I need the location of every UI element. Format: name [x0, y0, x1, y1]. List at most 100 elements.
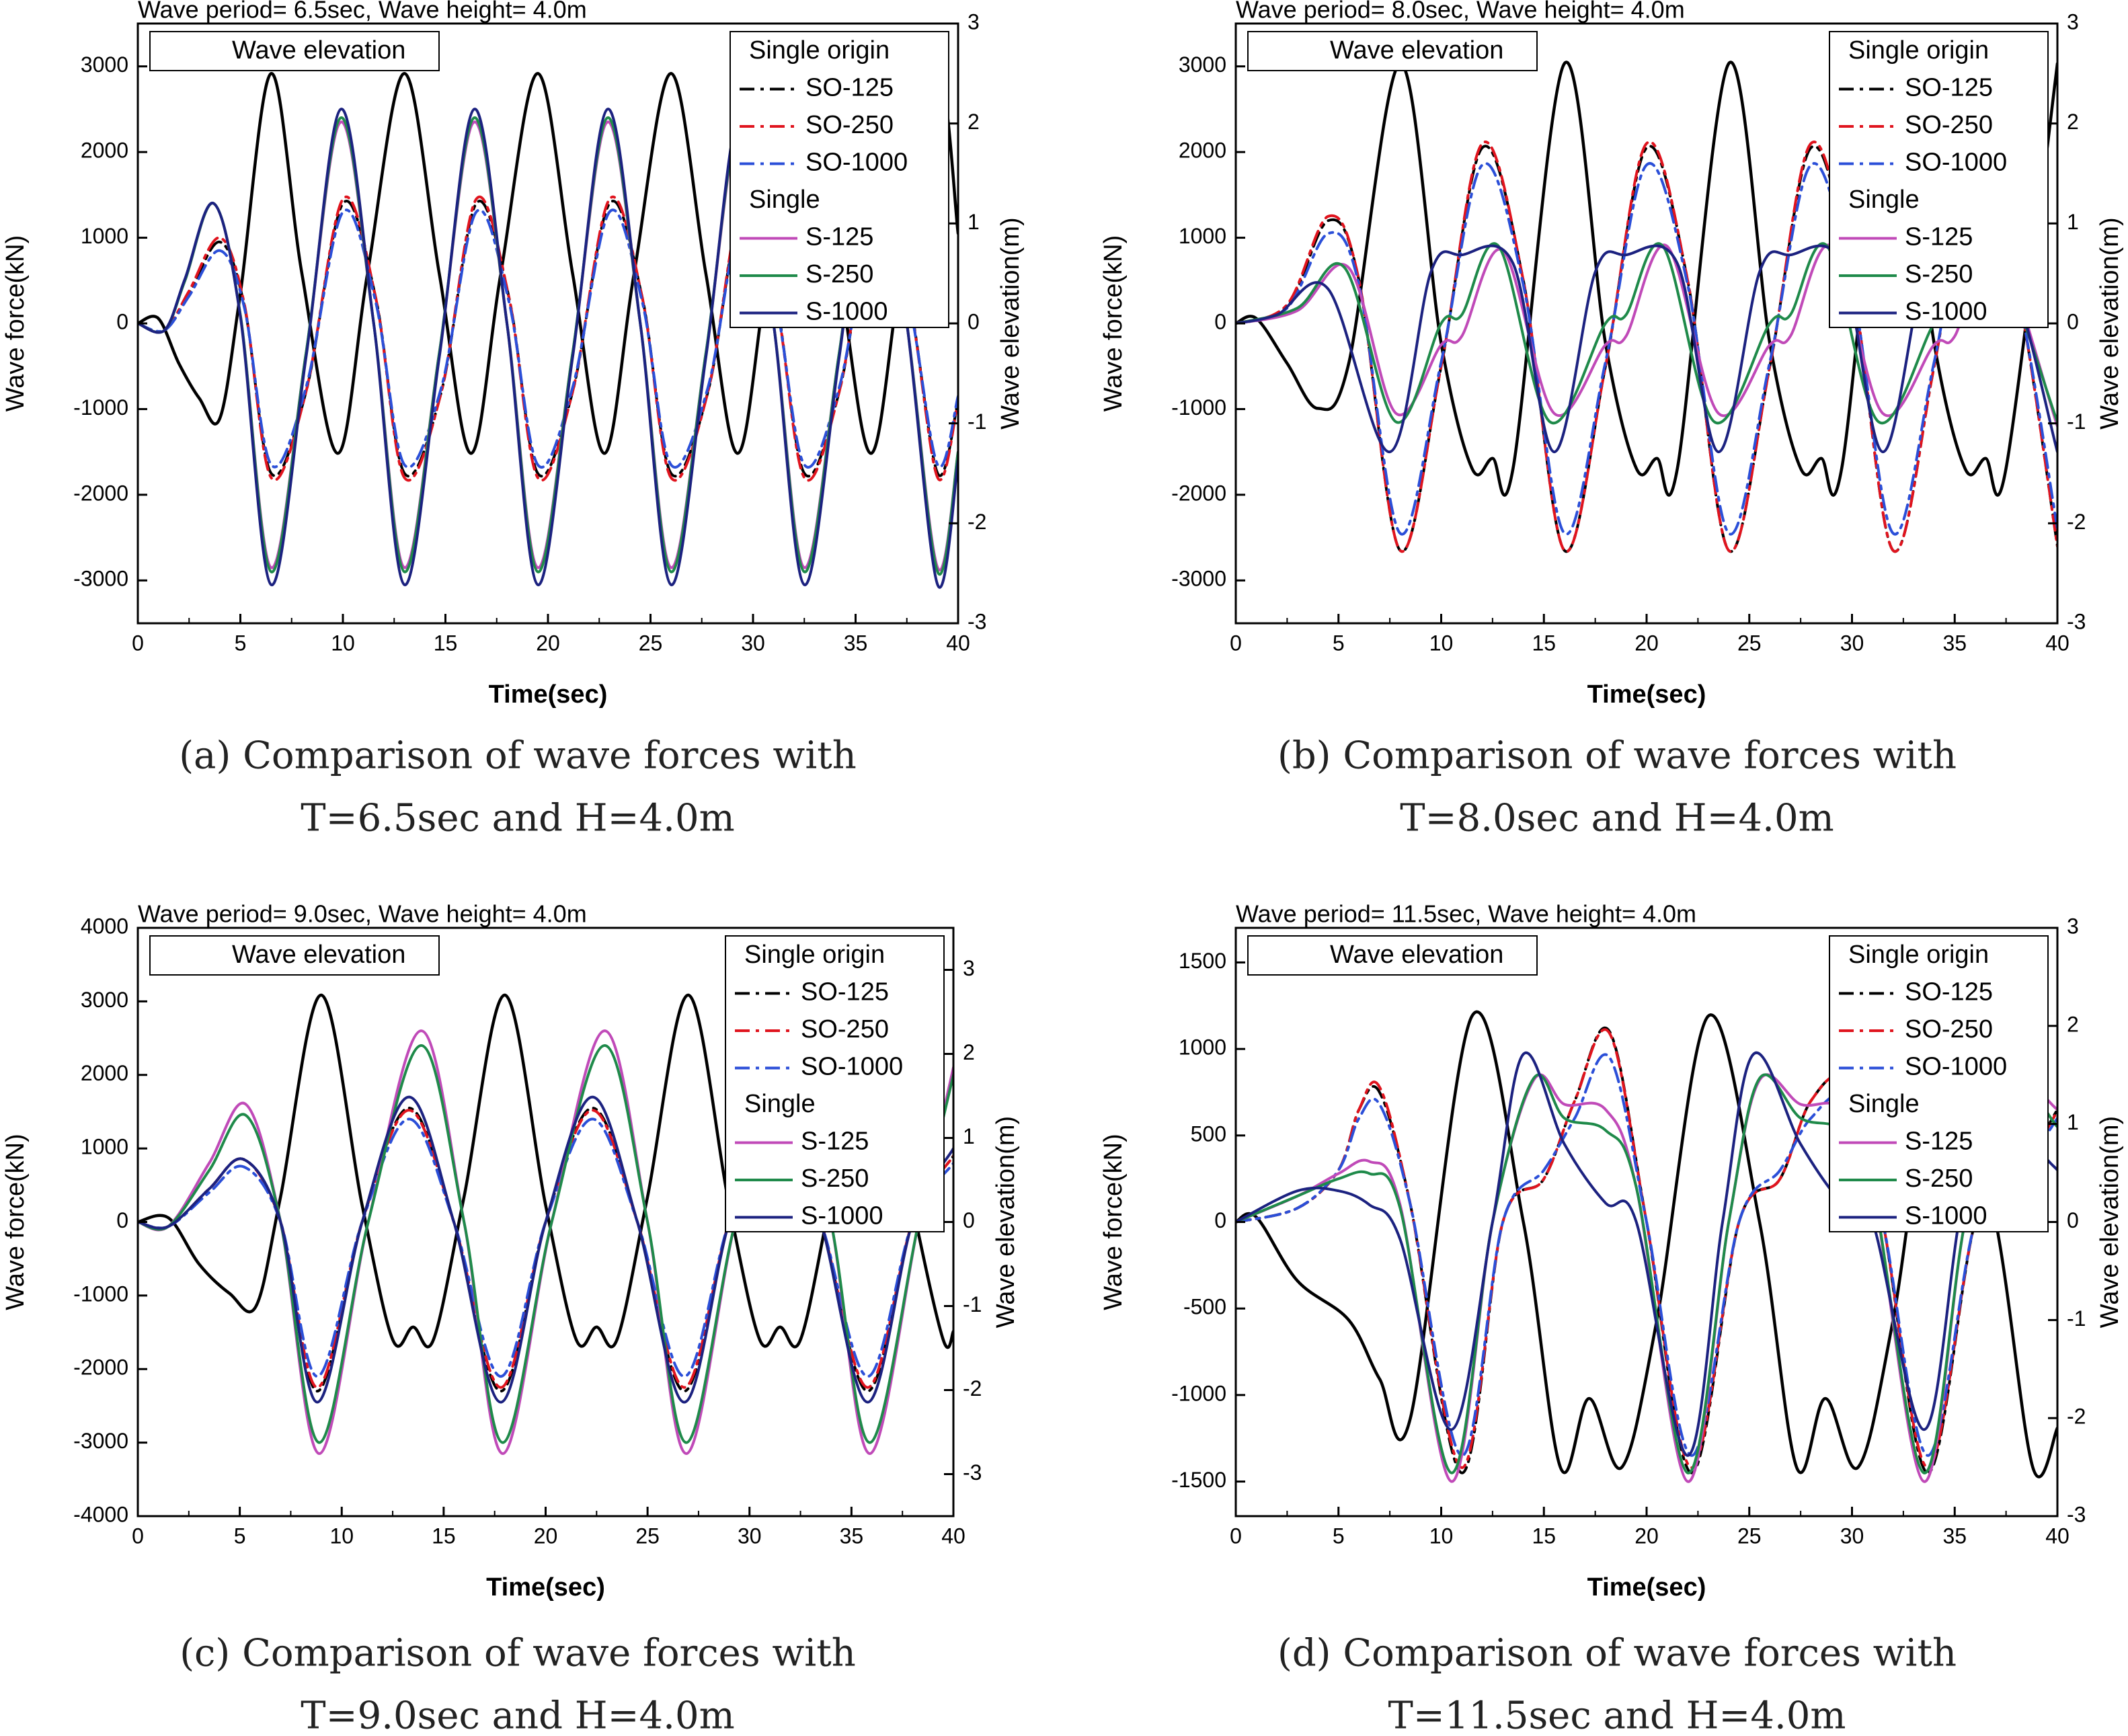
- y2-tick-label: -1: [968, 409, 986, 434]
- legend-group-label: Single: [1848, 186, 1920, 214]
- y2-tick-label: -2: [963, 1376, 982, 1400]
- y2-tick-label: -2: [2067, 510, 2086, 534]
- y-tick-label: 0: [116, 1208, 128, 1232]
- series-line-so-1000: [1236, 162, 2057, 536]
- y-tick-label: 500: [1191, 1121, 1226, 1146]
- y-tick-label: 0: [1214, 309, 1226, 333]
- series-line-so-1000: [1236, 1053, 2057, 1457]
- x-tick-label: 15: [1532, 1524, 1556, 1548]
- legend-box: [1247, 935, 1538, 976]
- x-tick-label: 15: [432, 1524, 456, 1548]
- x-tick-label: 20: [536, 631, 560, 655]
- legend-label: SO-250: [801, 1015, 889, 1043]
- legend-label: S-250: [805, 260, 873, 288]
- y-tick-label: 1000: [81, 224, 128, 248]
- chart-panel-a: Wave period= 6.5sec, Wave height= 4.0m 0 5…: [1, 0, 1025, 709]
- y2-tick-label: 0: [968, 309, 980, 333]
- y-tick-label: 2000: [81, 139, 128, 163]
- legend-group-label: Single origin: [749, 36, 890, 65]
- y-tick-label: 1000: [1179, 1035, 1226, 1060]
- y2-tick-label: 0: [963, 1208, 975, 1232]
- legend-series: Single origin SO-125 SO-250 SO-1000 Single S-…: [725, 935, 945, 1232]
- y2-tick-label: 3: [2067, 914, 2079, 938]
- y2-tick-label: -1: [2067, 1306, 2086, 1331]
- y2-tick-label: -3: [968, 609, 986, 633]
- y2-tick-label: 1: [2067, 210, 2079, 234]
- x-tick-label: 0: [132, 631, 144, 655]
- x-axis-label: Time(sec): [489, 680, 608, 709]
- x-axis-label: Time(sec): [486, 1573, 605, 1602]
- x-tick-label: 0: [1230, 1524, 1242, 1548]
- figure-caption-line1: (b) Comparison of wave forces with: [1277, 734, 1957, 778]
- x-tick-label: 10: [331, 631, 355, 655]
- legend-group-label: Single origin: [1848, 36, 1989, 65]
- x-tick-label: 10: [329, 1524, 354, 1548]
- x-tick-label: 30: [738, 1524, 762, 1548]
- y-tick-label: 3000: [81, 988, 128, 1012]
- legend-label: S-125: [1905, 223, 1973, 251]
- series-line-s-1000: [138, 108, 958, 589]
- y2-axis-label: Wave elevation(m): [2096, 1116, 2124, 1328]
- y-tick-label: -2000: [1171, 481, 1226, 505]
- y2-tick-label: 1: [2067, 1110, 2079, 1134]
- x-tick-label: 25: [635, 1524, 660, 1548]
- y-tick-label: -1000: [1171, 395, 1226, 420]
- y-tick-label: 1000: [1179, 224, 1226, 248]
- legend-series: Single origin SO-125 SO-250 SO-1000 Single S-…: [730, 31, 949, 328]
- figure-caption-line2: T=6.5sec and H=4.0m: [301, 797, 734, 840]
- legend-label: S-250: [1905, 1165, 1973, 1193]
- legend-group-label: Single origin: [744, 941, 885, 969]
- legend-box: [725, 935, 945, 1232]
- series-line-so-250: [1236, 141, 2057, 553]
- legend-wave-elevation: Wave elevation: [149, 31, 440, 71]
- y-tick-label: 3000: [1179, 52, 1226, 77]
- y2-tick-label: 0: [2067, 309, 2079, 333]
- y2-tick-label: -3: [2067, 609, 2086, 633]
- x-axis-label: Time(sec): [1587, 1573, 1706, 1602]
- y-tick-label: -1000: [1171, 1381, 1226, 1405]
- legend-box: [149, 935, 440, 976]
- y-tick-label: 2000: [81, 1061, 128, 1085]
- y2-tick-label: 2: [2067, 110, 2079, 134]
- figure-caption-line1: (d) Comparison of wave forces with: [1277, 1632, 1957, 1675]
- legend-box: [730, 31, 949, 328]
- legend-label: SO-250: [805, 111, 894, 139]
- x-tick-label: 10: [1429, 631, 1454, 655]
- x-tick-label: 0: [132, 1524, 144, 1548]
- x-tick-label: 25: [1737, 1524, 1762, 1548]
- legend-label: Wave elevation: [1330, 36, 1503, 65]
- y-tick-label: 0: [1214, 1208, 1226, 1232]
- legend-label: S-125: [1905, 1128, 1973, 1156]
- y-tick-label: -2000: [73, 1355, 128, 1380]
- chart-title: Wave period= 8.0sec, Wave height= 4.0m: [1236, 0, 1685, 24]
- figure-caption-line1: (c) Comparison of wave forces with: [180, 1632, 856, 1675]
- y-tick-label: -1500: [1171, 1468, 1226, 1492]
- y2-tick-label: 3: [963, 956, 975, 980]
- y-tick-label: 1500: [1179, 949, 1226, 973]
- y-tick-label: -3000: [73, 567, 128, 591]
- legend-wave-elevation: Wave elevation: [149, 935, 440, 976]
- legend-group-label: Single: [749, 186, 820, 214]
- legend-label: SO-125: [1905, 74, 1993, 102]
- y-tick-label: -1000: [73, 1281, 128, 1306]
- y-axis-label: Wave force(kN): [1099, 235, 1128, 412]
- chart-title: Wave period= 6.5sec, Wave height= 4.0m: [138, 0, 587, 24]
- legend-wave-elevation: Wave elevation: [1247, 935, 1538, 976]
- series-group: [138, 72, 958, 589]
- y-tick-label: -500: [1183, 1295, 1226, 1319]
- legend-label: S-1000: [1905, 1202, 1987, 1230]
- legend-label: S-125: [801, 1128, 869, 1156]
- y-tick-label: 1000: [81, 1135, 128, 1159]
- x-tick-label: 15: [1532, 631, 1556, 655]
- x-tick-label: 40: [941, 1524, 966, 1548]
- legend-label: Wave elevation: [1330, 941, 1503, 969]
- y2-tick-label: -2: [968, 510, 986, 534]
- y2-tick-label: 1: [963, 1124, 975, 1148]
- legend-group-label: Single: [744, 1090, 816, 1118]
- y-tick-label: 2000: [1179, 139, 1226, 163]
- y2-tick-label: -2: [2067, 1405, 2086, 1429]
- legend-label: SO-1000: [1905, 1053, 2007, 1081]
- legend-label: SO-250: [1905, 111, 1993, 139]
- figure-caption-line2: T=8.0sec and H=4.0m: [1400, 797, 1834, 840]
- figure-caption-line2: T=9.0sec and H=4.0m: [301, 1694, 734, 1736]
